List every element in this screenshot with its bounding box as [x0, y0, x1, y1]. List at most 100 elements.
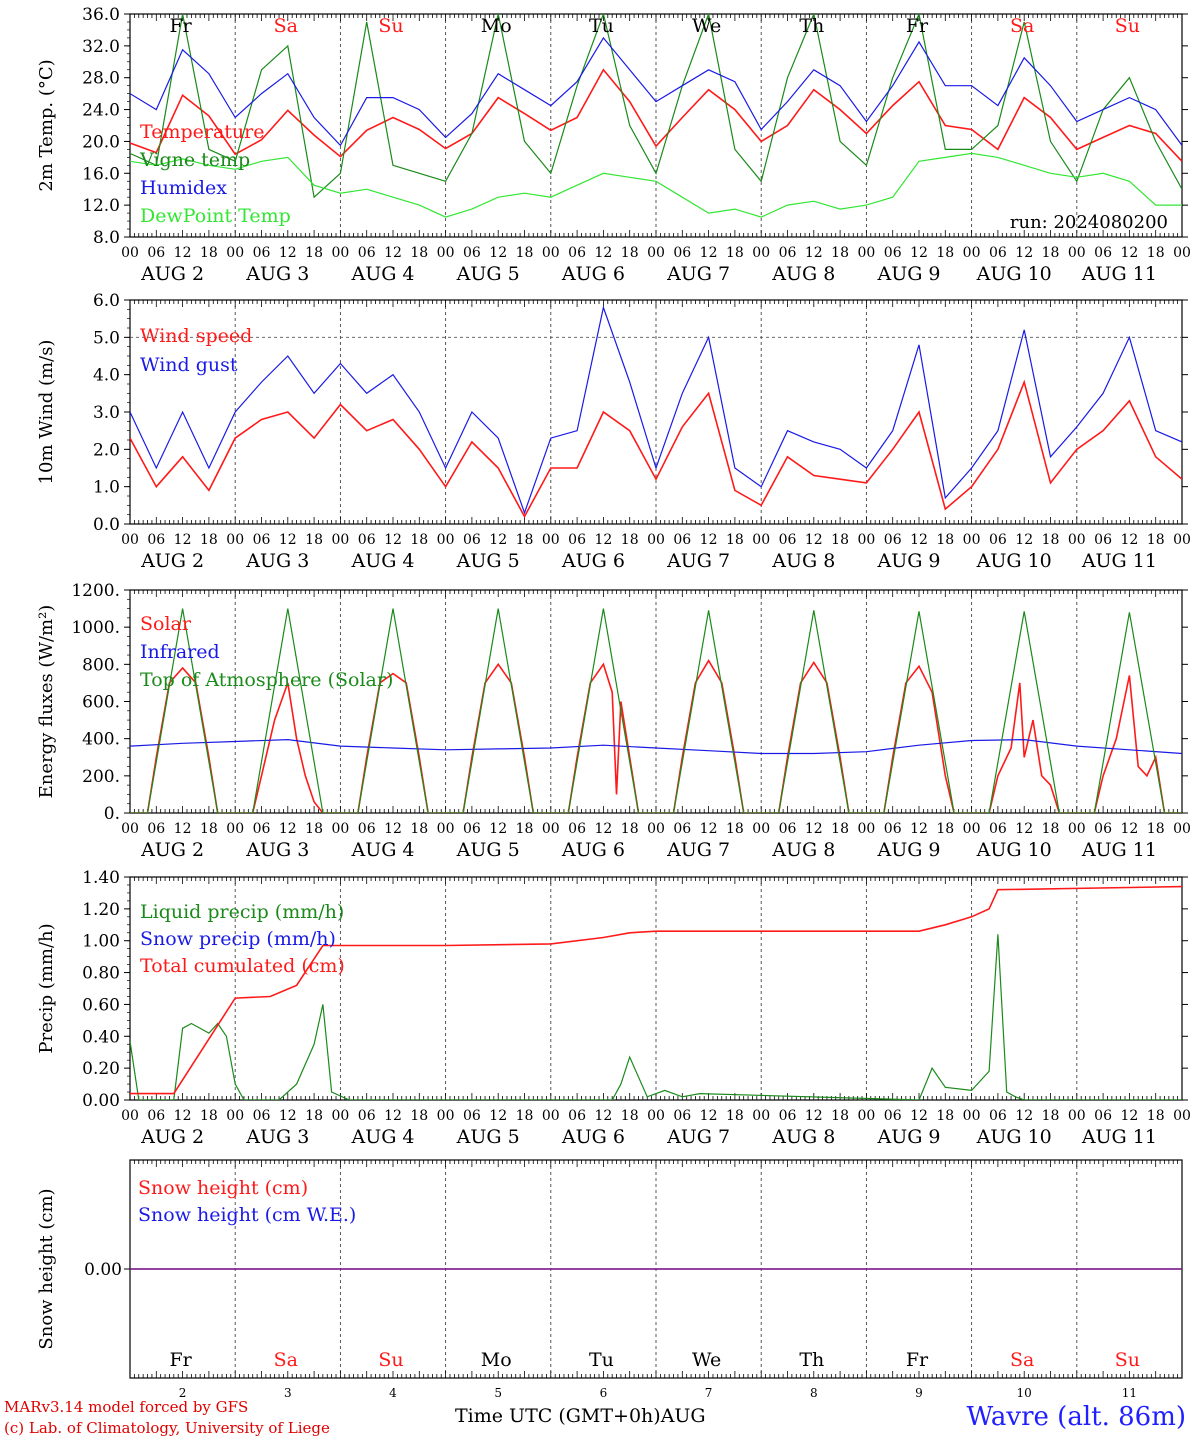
hour-label: 18	[200, 821, 218, 837]
date-label: AUG 8	[771, 1126, 835, 1148]
hour-label: 18	[200, 532, 218, 548]
y-tick-label: 28.0	[82, 69, 120, 89]
hour-label: 18	[305, 821, 323, 837]
date-label: AUG 11	[1081, 550, 1157, 572]
date-label: AUG 3	[245, 839, 309, 861]
x-axis-title: Time UTC (GMT+0h)AUG	[455, 1405, 706, 1427]
day-name-label: Th	[799, 15, 824, 37]
date-label: AUG 7	[666, 839, 730, 861]
hour-label: 12	[1120, 245, 1138, 261]
hour-label: 00	[121, 245, 139, 261]
hour-label: 00	[542, 245, 560, 261]
date-label: AUG 6	[561, 1126, 625, 1148]
panel-4: 0.00 0.20 0.40 0.60 0.80 1.00 1.20 1.40 Precip (…	[36, 868, 1191, 1148]
hour-label: 00	[121, 1108, 139, 1124]
hour-label: 12	[1120, 1108, 1138, 1124]
y-tick-label: 12.0	[82, 196, 120, 216]
hour-label: 06	[147, 245, 165, 261]
hour-label: 18	[621, 245, 639, 261]
hour-label: 12	[594, 245, 612, 261]
series-line-red	[130, 68, 1182, 162]
date-label: AUG 11	[1081, 839, 1157, 861]
lab-credit: (c) Lab. of Climatology, University of L…	[4, 1419, 330, 1437]
hour-label: 06	[989, 245, 1007, 261]
hour-label: 18	[1042, 245, 1060, 261]
y-tick-label: 8.0	[93, 228, 120, 248]
y-tick-label: 0.00	[84, 1260, 122, 1280]
panel-3: 0. 200. 400. 600. 800. 1000. 1200. Energy fluxe…	[36, 581, 1191, 861]
hour-label: 18	[936, 821, 954, 837]
day-number-label: 9	[915, 1386, 923, 1400]
hour-label: 12	[279, 1108, 297, 1124]
hour-label: 00	[331, 532, 349, 548]
date-label: AUG 3	[245, 550, 309, 572]
hour-label: 06	[358, 532, 376, 548]
hour-label: 06	[463, 1108, 481, 1124]
series-line-red	[130, 379, 1182, 519]
y-axis-label: Energy fluxes (W/m²)	[36, 605, 57, 799]
hour-label: 00	[647, 532, 665, 548]
date-label: AUG 7	[666, 550, 730, 572]
y-tick-label: 0.0	[93, 515, 120, 535]
hour-label: 06	[779, 1108, 797, 1124]
panel-2: 0.0 1.0 2.0 3.0 4.0 5.0 6.0 10m Wind (m/s) Wind …	[36, 291, 1191, 572]
hour-label: 00	[226, 245, 244, 261]
day-name-label: Sa	[1010, 15, 1034, 37]
hour-label: 18	[305, 245, 323, 261]
hour-label: 00	[1068, 532, 1086, 548]
hour-label: 00	[1068, 245, 1086, 261]
day-name-label: Sa	[274, 1349, 298, 1371]
hour-label: 12	[1120, 821, 1138, 837]
date-label: AUG 8	[771, 263, 835, 285]
hour-label: 12	[700, 245, 718, 261]
hour-label: 06	[253, 532, 271, 548]
legend-entry: Vigne temp	[139, 149, 250, 171]
hour-label: 06	[989, 1108, 1007, 1124]
hour-label: 12	[910, 1108, 928, 1124]
hour-label: 12	[279, 245, 297, 261]
y-axis-label: Precip (mm/h)	[36, 923, 57, 1053]
hour-label: 12	[384, 821, 402, 837]
hour-label: 06	[147, 532, 165, 548]
hour-label: 00	[752, 532, 770, 548]
hour-label: 00	[331, 245, 349, 261]
hour-label: 18	[1147, 1108, 1165, 1124]
hour-label: 18	[516, 532, 534, 548]
legend-entry: Infrared	[140, 641, 220, 663]
hour-label: 12	[594, 1108, 612, 1124]
hour-label: 06	[358, 821, 376, 837]
day-name-label: Fr	[906, 15, 929, 37]
hour-label: 12	[1015, 821, 1033, 837]
hour-label: 06	[463, 821, 481, 837]
hour-label: 06	[568, 532, 586, 548]
y-tick-label: 24.0	[82, 101, 120, 121]
y-tick-label: 200.	[82, 767, 120, 787]
y-tick-label: 32.0	[82, 37, 120, 57]
date-label: AUG 6	[561, 839, 625, 861]
legend-entry: Snow height (cm W.E.)	[138, 1204, 356, 1226]
hour-label: 06	[568, 1108, 586, 1124]
legend-entry: Wind gust	[140, 354, 238, 376]
hour-label: 00	[542, 821, 560, 837]
day-name-label: Fr	[169, 1349, 192, 1371]
hour-label: 06	[673, 245, 691, 261]
day-name-label: Su	[1115, 15, 1140, 37]
hour-label: 18	[410, 532, 428, 548]
hour-label: 06	[253, 1108, 271, 1124]
y-tick-label: 2.0	[93, 440, 120, 460]
hour-label: 18	[1147, 821, 1165, 837]
hour-label: 00	[1173, 1108, 1191, 1124]
y-tick-label: 800.	[82, 655, 120, 675]
legend-entry: Humidex	[140, 177, 227, 199]
hour-label: 12	[489, 245, 507, 261]
hour-label: 00	[1173, 532, 1191, 548]
hour-label: 18	[200, 245, 218, 261]
day-number-label: 5	[494, 1386, 502, 1400]
series-line-green	[130, 14, 1182, 199]
date-label: AUG 2	[140, 550, 204, 572]
day-number-label: 4	[389, 1386, 397, 1400]
day-name-label: Tu	[589, 1349, 614, 1371]
hour-label: 18	[831, 1108, 849, 1124]
date-label: AUG 7	[666, 263, 730, 285]
